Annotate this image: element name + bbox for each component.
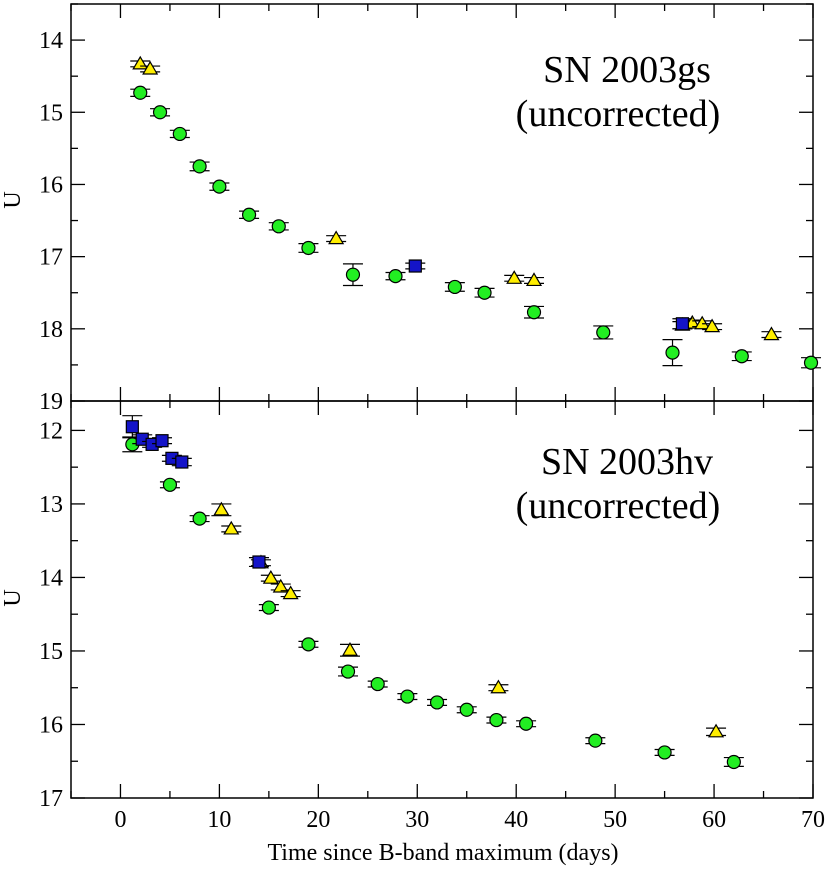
data-point-square <box>125 420 139 434</box>
x-tick-label: 40 <box>504 807 528 833</box>
y-tick-label: 19 <box>39 389 63 415</box>
data-point-square <box>175 455 189 469</box>
data-point-circle <box>192 511 207 526</box>
data-point-circle <box>459 702 474 717</box>
data-point-square <box>675 317 690 331</box>
y-tick-label: 14 <box>39 565 63 591</box>
data-point-circle <box>596 325 611 340</box>
data-point-circle <box>345 267 361 282</box>
data-point-circle <box>212 179 227 194</box>
x-tick-label: 70 <box>801 807 825 833</box>
data-point-triangle <box>694 315 711 330</box>
y-axis-label-top: U <box>0 191 26 208</box>
data-point-circle <box>133 85 148 100</box>
data-point-circle <box>152 105 168 120</box>
data-point-circle <box>340 664 356 679</box>
panel-subtitle-sn2003gs: (uncorrected) <box>516 93 721 135</box>
y-tick-label: 15 <box>39 639 63 665</box>
x-axis-label: Time since B-band maximum (days) <box>267 840 618 866</box>
y-tick-label: 16 <box>39 712 63 738</box>
data-point-circle <box>726 754 741 770</box>
data-point-square <box>252 555 266 569</box>
y-tick-label: 15 <box>39 100 63 126</box>
data-point-circle <box>301 637 316 652</box>
data-point-triangle <box>142 60 159 75</box>
x-tick-label: 50 <box>603 807 627 833</box>
data-point-circle <box>400 689 415 704</box>
data-point-triangle <box>490 679 507 694</box>
x-tick-label: 30 <box>405 807 429 833</box>
data-point-circle <box>803 355 819 370</box>
data-point-circle <box>301 240 316 256</box>
data-point-circle <box>588 733 603 748</box>
data-point-triangle <box>272 578 289 593</box>
data-point-circle <box>429 695 445 710</box>
data-point-triangle <box>132 55 149 70</box>
y-tick-label: 17 <box>39 786 63 812</box>
panel-subtitle-sn2003hv: (uncorrected) <box>516 485 721 527</box>
y-tick-label: 12 <box>39 418 63 444</box>
x-tick-label: 60 <box>702 807 726 833</box>
y-tick-label: 16 <box>39 172 63 198</box>
y-tick-label: 14 <box>39 28 63 54</box>
data-point-triangle <box>223 520 240 535</box>
y-tick-label: 13 <box>39 492 63 518</box>
x-tick-label: 10 <box>207 807 231 833</box>
panel-sn2003hv: SN 2003hv (uncorrected) U 12 13 14 15 16 17 0 1… <box>0 400 825 833</box>
y-tick-label: 18 <box>39 317 63 343</box>
panel-sn2003gs: SN 2003gs (uncorrected) U 14 15 16 17 18 19 <box>0 3 822 415</box>
data-point-circle <box>192 159 207 174</box>
data-point-square <box>155 434 169 448</box>
data-point-circle <box>447 279 462 295</box>
data-point-triangle <box>213 501 230 516</box>
data-point-triangle <box>341 642 359 656</box>
data-point-circle <box>162 477 178 492</box>
data-point-triangle <box>763 326 780 341</box>
data-point-circle <box>370 676 385 692</box>
panel-title-sn2003hv: SN 2003hv <box>541 441 713 483</box>
data-point-circle <box>526 305 542 320</box>
y-tick-label: 17 <box>39 245 63 271</box>
data-point-triangle <box>282 585 299 600</box>
data-point-triangle <box>328 230 345 245</box>
data-point-circle <box>271 219 286 234</box>
data-point-triangle <box>704 318 721 333</box>
data-point-triangle <box>262 569 279 584</box>
data-point-circle <box>388 269 403 284</box>
x-tick-label: 0 <box>114 807 126 833</box>
data-point-circle <box>241 207 257 222</box>
data-point-circle <box>734 349 749 364</box>
panel-title-sn2003gs: SN 2003gs <box>543 49 711 91</box>
data-point-circle <box>172 126 187 142</box>
data-point-triangle <box>525 272 543 287</box>
y-axis-label-bottom: U <box>0 589 26 606</box>
data-point-circle <box>489 712 504 728</box>
data-point-circle <box>665 345 680 360</box>
data-point-circle <box>477 285 492 300</box>
data-point-square <box>408 259 422 273</box>
data-point-circle <box>261 600 276 615</box>
x-tick-label: 20 <box>306 807 330 833</box>
data-point-triangle <box>506 270 523 284</box>
plot-frame <box>70 400 814 799</box>
data-point-circle <box>518 716 534 731</box>
data-point-triangle <box>708 723 725 738</box>
data-point-circle <box>657 745 672 760</box>
